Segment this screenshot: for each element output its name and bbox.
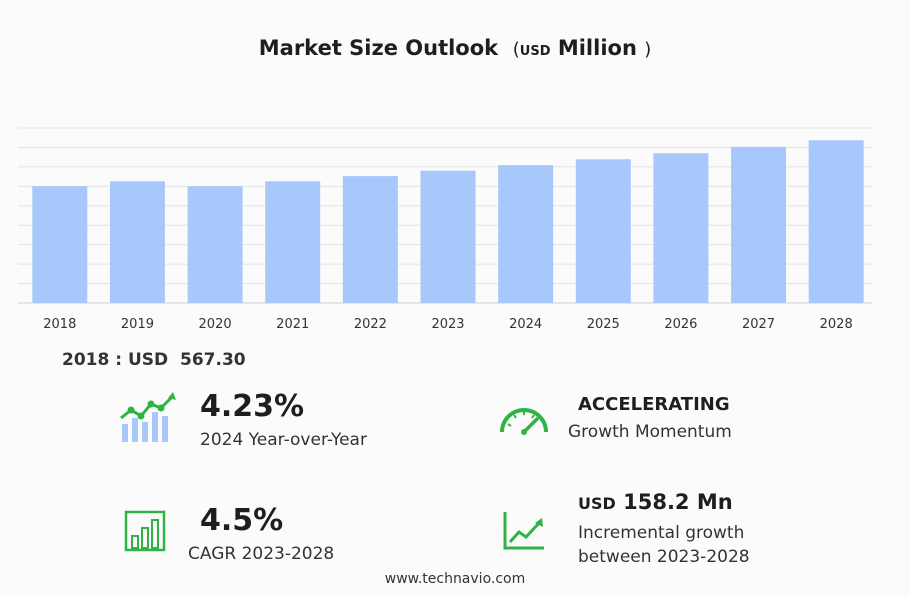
cagr-label: CAGR 2023-2028 bbox=[188, 544, 335, 564]
incremental-currency: USD bbox=[578, 494, 616, 513]
yoy-value: 4.23% bbox=[200, 389, 305, 424]
title-main: Market Size Outlook bbox=[258, 36, 499, 60]
x-tick-label: 2019 bbox=[121, 317, 154, 332]
footer-url: www.technavio.com bbox=[384, 571, 526, 587]
bar-2018 bbox=[32, 186, 88, 303]
bar-2020 bbox=[187, 186, 243, 303]
bar-2025 bbox=[575, 159, 631, 303]
incremental-stat: USD 158.2 Mn Incremental growth between … bbox=[578, 492, 750, 569]
momentum-stat: ACCELERATING Growth Momentum bbox=[568, 394, 732, 444]
growth-chart-icon bbox=[120, 392, 176, 442]
bar-chart-icon bbox=[124, 510, 166, 552]
x-tick-label: 2018 bbox=[43, 317, 76, 332]
yoy-label: 2024 Year-over-Year bbox=[200, 430, 367, 450]
x-tick-label: 2020 bbox=[199, 317, 232, 332]
incremental-value: USD 158.2 Mn bbox=[578, 492, 750, 513]
x-tick-label: 2026 bbox=[664, 317, 697, 332]
bar-2019 bbox=[109, 181, 165, 303]
bar-2023 bbox=[420, 170, 476, 303]
cagr-value: 4.5% bbox=[200, 503, 284, 538]
momentum-value: ACCELERATING bbox=[578, 394, 730, 415]
bar-2022 bbox=[342, 176, 398, 303]
bar-2024 bbox=[498, 165, 554, 303]
title-open: ( bbox=[512, 39, 520, 60]
cagr-stat: 4.5% CAGR 2023-2028 bbox=[188, 503, 334, 566]
x-tick-label: 2024 bbox=[509, 317, 542, 332]
bar-2028 bbox=[808, 140, 864, 303]
base-year: 2018 bbox=[62, 350, 110, 370]
momentum-label: Growth Momentum bbox=[568, 422, 732, 442]
title-unit-small: USD bbox=[519, 44, 551, 59]
title-unit: Million bbox=[557, 36, 637, 60]
speedometer-icon bbox=[500, 408, 548, 435]
x-tick-label: 2028 bbox=[820, 317, 853, 332]
base-sep: : bbox=[115, 350, 123, 370]
incremental-label-2: between 2023-2028 bbox=[578, 547, 750, 567]
x-tick-label: 2021 bbox=[276, 317, 309, 332]
base-currency: USD bbox=[127, 350, 169, 370]
bar-chart: 2018 2019 2020 2021 2022 2023 2024 2025 2026 2027… bbox=[18, 127, 872, 332]
yoy-stat: 4.23% 2024 Year-over-Year bbox=[200, 392, 367, 452]
bar-2026 bbox=[653, 153, 709, 303]
x-tick-label: 2022 bbox=[354, 317, 387, 332]
incremental-amount: 158.2 Mn bbox=[623, 490, 733, 514]
x-tick-label: 2025 bbox=[587, 317, 620, 332]
incremental-label-1: Incremental growth bbox=[578, 523, 745, 543]
x-tick-label: 2023 bbox=[431, 317, 464, 332]
base-amount: 567.30 bbox=[180, 350, 246, 370]
bar-2021 bbox=[265, 181, 321, 303]
base-year-value: 2018 : USD 567.30 bbox=[62, 350, 246, 370]
title-close: ) bbox=[644, 39, 652, 60]
trend-line-icon bbox=[503, 512, 544, 550]
chart-title: Market Size Outlook (USD Million ) bbox=[0, 36, 910, 60]
x-tick-label: 2027 bbox=[742, 317, 775, 332]
bar-2027 bbox=[731, 146, 787, 303]
